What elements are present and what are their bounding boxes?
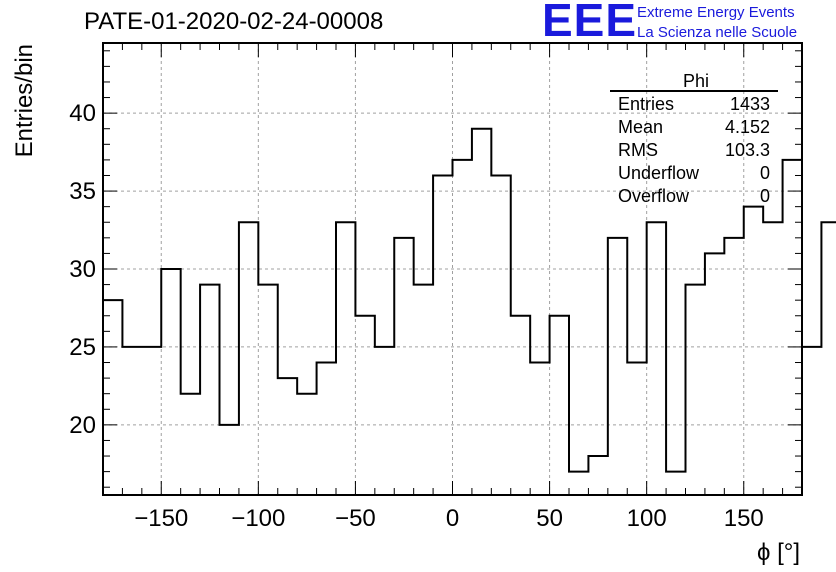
histogram-bin bbox=[297, 394, 316, 495]
histogram-bin bbox=[666, 472, 685, 495]
x-tick-label: −150 bbox=[134, 505, 188, 532]
stats-box-title: Phi bbox=[683, 71, 709, 91]
y-tick-label: 20 bbox=[69, 412, 96, 439]
histogram-bin bbox=[511, 316, 530, 495]
stats-box: Phi Entries 1433 Mean 4.152 RMS 103.3 Underflow… bbox=[610, 71, 778, 206]
stats-row-label: Underflow bbox=[618, 163, 700, 183]
stats-row-label: Overflow bbox=[618, 186, 690, 206]
histogram-bin bbox=[724, 238, 743, 495]
y-tick-label: 25 bbox=[69, 334, 96, 361]
page-title: PATE-01-2020-02-24-00008 bbox=[84, 8, 384, 35]
stats-row-value: 4.152 bbox=[725, 117, 770, 137]
histogram-outline bbox=[102, 127, 836, 495]
histogram-bin bbox=[647, 222, 666, 495]
y-tick-label: 30 bbox=[69, 256, 96, 283]
histogram-bin bbox=[569, 472, 588, 495]
y-axis-label: Entries/bin bbox=[11, 44, 38, 157]
histogram-bin bbox=[705, 253, 724, 495]
histogram-bin bbox=[375, 347, 394, 495]
histogram-bin bbox=[278, 378, 297, 495]
x-tick-label: −100 bbox=[231, 505, 285, 532]
stats-row-label: Mean bbox=[618, 117, 663, 137]
stats-row-value: 1433 bbox=[730, 94, 770, 114]
histogram-bin bbox=[355, 316, 374, 495]
histogram-bin bbox=[122, 347, 141, 495]
histogram-bin bbox=[161, 269, 180, 495]
histogram-bin bbox=[103, 300, 122, 495]
stats-row-value: 103.3 bbox=[725, 140, 770, 160]
histogram-bin bbox=[394, 238, 413, 495]
histogram-bin bbox=[472, 129, 491, 495]
histogram-bin bbox=[821, 222, 836, 495]
histogram-bin bbox=[763, 222, 782, 495]
histogram-bin bbox=[317, 363, 336, 495]
stats-row-value: 0 bbox=[760, 163, 770, 183]
histogram-bin bbox=[550, 316, 569, 495]
x-tick-label: 150 bbox=[724, 505, 764, 532]
histogram-bin bbox=[220, 425, 239, 495]
histogram-bin bbox=[608, 238, 627, 495]
y-tick-label: 40 bbox=[69, 100, 96, 127]
logo-mark: EEE bbox=[542, 0, 638, 46]
histogram-bin bbox=[783, 160, 802, 495]
y-tick-label: 35 bbox=[69, 178, 96, 205]
histogram-bin bbox=[627, 363, 646, 495]
histogram-bin bbox=[414, 285, 433, 495]
x-axis-label: ϕ [°] bbox=[757, 539, 800, 566]
axes: −150 −100 −50 0 50 100 150 20 25 30 35 40 ϕ [°] Entri… bbox=[11, 43, 803, 566]
stats-row-value: 0 bbox=[760, 186, 770, 206]
histogram-bin bbox=[530, 363, 549, 495]
x-tick-label: 100 bbox=[627, 505, 667, 532]
stats-row-label: RMS bbox=[618, 140, 658, 160]
histogram-bin bbox=[181, 394, 200, 495]
histogram-bin bbox=[258, 285, 277, 495]
histogram-bin bbox=[686, 285, 705, 495]
histogram-bin bbox=[200, 285, 219, 495]
histogram-bin bbox=[744, 207, 763, 495]
histogram-bin bbox=[336, 222, 355, 495]
histogram-series bbox=[102, 127, 836, 495]
histogram-bin bbox=[433, 175, 452, 495]
histogram-bin bbox=[588, 456, 607, 495]
x-tick-label: 0 bbox=[446, 505, 459, 532]
histogram-bin bbox=[142, 347, 161, 495]
eee-logo: EEE Extreme Energy Events La Scienza nel… bbox=[542, 0, 832, 46]
histogram-bin bbox=[453, 160, 472, 495]
stats-row-label: Entries bbox=[618, 94, 674, 114]
x-tick-label: −50 bbox=[335, 505, 376, 532]
histogram-bin bbox=[239, 222, 258, 495]
histogram-bin bbox=[491, 175, 510, 495]
logo-line-2: La Scienza nelle Scuole bbox=[637, 24, 798, 41]
logo-line-1: Extreme Energy Events bbox=[637, 4, 795, 21]
x-tick-label: 50 bbox=[536, 505, 563, 532]
histogram-bin bbox=[802, 347, 821, 495]
